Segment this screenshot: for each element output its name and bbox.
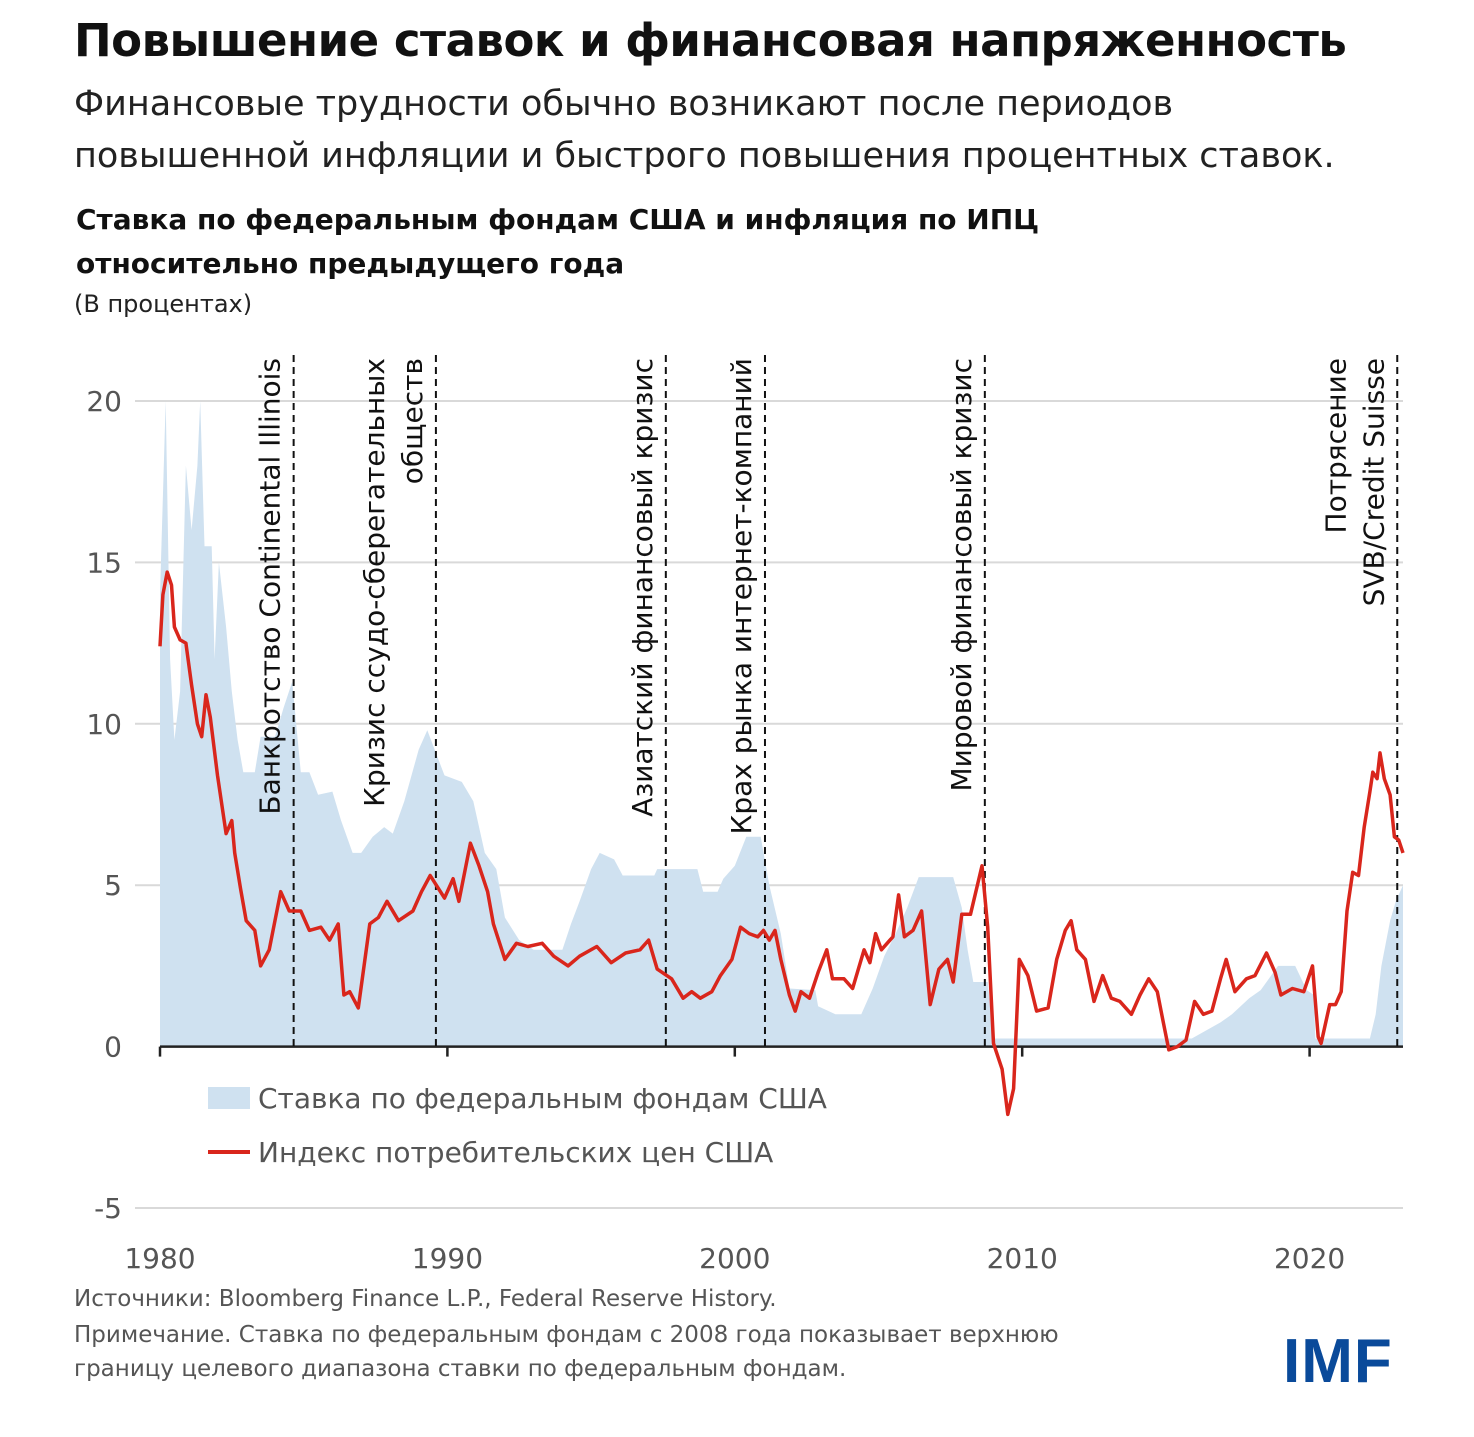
chart-units: (В процентах) (74, 290, 253, 318)
legend-label-cpi: Индекс потребительских цен США (258, 1136, 773, 1169)
chart-title-line-1: Ставка по федеральным фондам США и инфля… (76, 203, 1040, 236)
sources-note: Источники: Bloomberg Finance L.P., Feder… (74, 1286, 777, 1312)
event-label: Крах рынка интернет-компаний (725, 358, 758, 835)
x-tick-label: 2010 (987, 1242, 1058, 1275)
chart-title-line-2: относительно предыдущего года (76, 247, 625, 280)
page-title: Повышение ставок и финансовая напряженно… (74, 14, 1347, 67)
event-label: Потрясение (1319, 358, 1352, 533)
subtitle-line-2: повышенной инфляции и быстрого повышения… (74, 136, 1335, 176)
y-tick-label: 0 (104, 1031, 122, 1064)
event-label: Банкротство Continental Illinois (254, 358, 287, 815)
cpi-line (158, 570, 1405, 1117)
x-tick-label: 1980 (124, 1242, 195, 1275)
imf-logo: IMF (1283, 1327, 1393, 1396)
legend-label-fed-funds: Ставка по федеральным фондам США (258, 1082, 827, 1115)
event-label: Мировой финансовый кризис (945, 358, 978, 792)
event-label: Азиатский финансовый кризис (626, 358, 659, 817)
x-tick-label: 2020 (1274, 1242, 1345, 1275)
event-label: Кризис ссудо-сберегательных (358, 358, 391, 807)
legend-swatch-fed-funds (208, 1087, 250, 1109)
x-tick-label: 2000 (699, 1242, 770, 1275)
y-tick-label: 20 (86, 385, 122, 418)
event-label: обществ (396, 358, 429, 484)
y-tick-label: 5 (104, 869, 122, 902)
footnote-line-2: границу целевого диапазона ставки по фед… (74, 1356, 847, 1382)
y-tick-label: 15 (86, 546, 122, 579)
subtitle-line-1: Финансовые трудности обычно возникают по… (74, 84, 1174, 124)
footnote-line-1: Примечание. Ставка по федеральным фондам… (74, 1322, 1059, 1348)
y-tick-label: -5 (94, 1192, 122, 1225)
event-label: SVB/Credit Suisse (1357, 358, 1390, 606)
y-tick-label: 10 (86, 708, 122, 741)
x-tick-label: 1990 (412, 1242, 483, 1275)
fed-funds-area (160, 401, 1403, 1047)
